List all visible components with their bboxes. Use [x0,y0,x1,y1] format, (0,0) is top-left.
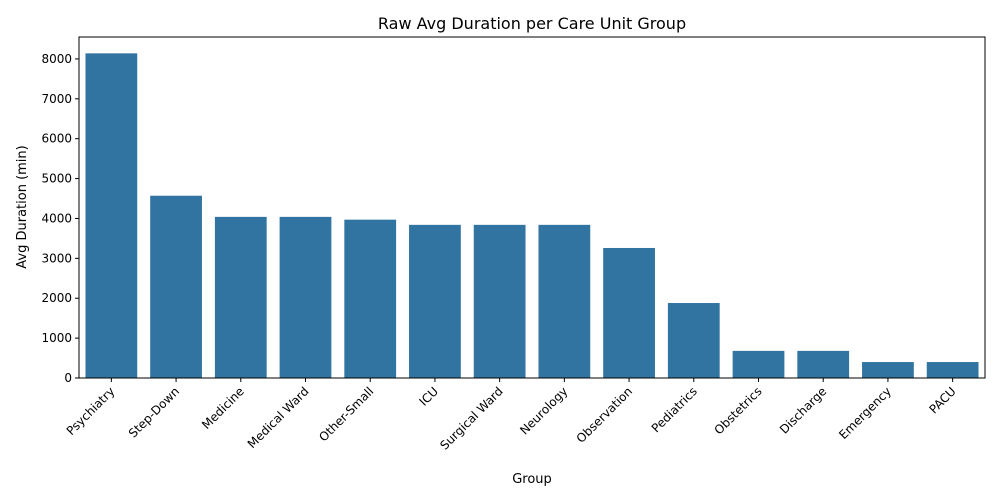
y-tick-label: 3000 [41,251,72,265]
bar-other-small [344,219,397,378]
bar-obstetrics [732,350,785,378]
x-tick-label: Neurology [517,384,570,437]
x-tick-label: Pediatrics [649,384,700,435]
x-axis-label: Group [512,472,552,487]
bar-discharge [797,350,850,378]
x-tick-label: Observation [574,384,636,446]
y-tick-label: 1000 [41,331,72,345]
y-tick-label: 2000 [41,291,72,305]
x-tick-label: Obstetrics [711,384,764,437]
y-tick-label: 5000 [41,172,72,186]
x-tick-label: PACU [926,384,958,416]
bar-observation [603,247,655,378]
y-tick-label: 0 [64,371,72,385]
bar-pacu [926,362,979,378]
plot-frame [78,36,986,379]
x-tick-label: Psychiatry [64,384,118,438]
bar-emergency [862,362,914,378]
bar-medicine [214,216,267,378]
x-tick-label: Step-Down [126,384,182,440]
bar-icu [409,224,461,378]
bar-surgical-ward [473,224,526,378]
x-tick-label: Medical Ward [245,384,312,451]
bars-group [85,53,979,378]
chart-title: Raw Avg Duration per Care Unit Group [378,14,686,33]
bar-psychiatry [85,53,138,378]
x-tick-label: Other-Small [316,384,376,444]
y-axis: 0 1000 2000 3000 4000 5000 6000 7000 8000 [41,52,79,385]
y-tick-label: 7000 [41,92,72,106]
bar-medical-ward [279,216,332,378]
x-tick-label: Surgical Ward [437,384,505,452]
x-tick-label: Emergency [836,384,894,442]
bar-step-down [150,195,202,378]
x-tick-label: ICU [417,384,442,409]
bar-neurology [538,224,591,378]
y-tick-label: 4000 [41,211,72,225]
x-tick-label: Discharge [777,384,829,436]
x-tick-label: Medicine [199,384,247,432]
y-tick-label: 8000 [41,52,72,66]
y-axis-label: Avg Duration (min) [15,145,30,268]
bar-pediatrics [667,303,720,378]
y-tick-label: 6000 [41,132,72,146]
